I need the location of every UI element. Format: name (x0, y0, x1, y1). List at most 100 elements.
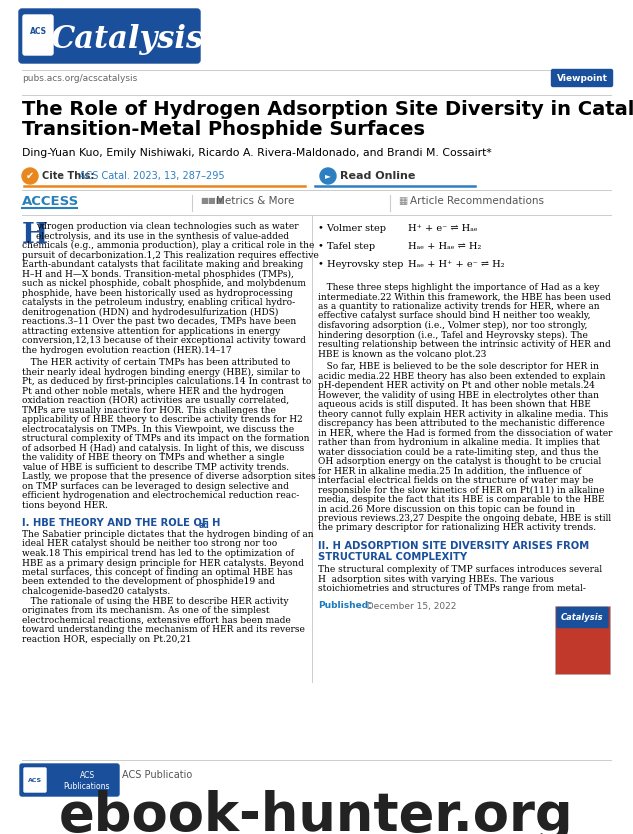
Text: Catalysis: Catalysis (51, 23, 204, 54)
Text: Transition-Metal Phosphide Surfaces: Transition-Metal Phosphide Surfaces (22, 120, 425, 139)
Text: tions beyond HER.: tions beyond HER. (22, 500, 108, 510)
Text: in acid.26 More discussion on this topic can be found in: in acid.26 More discussion on this topic… (318, 505, 575, 514)
Text: However, the validity of using HBE in electrolytes other than: However, the validity of using HBE in el… (318, 390, 599, 399)
Text: Catalysis: Catalysis (561, 613, 604, 622)
Text: for HER in alkaline media.25 In addition, the influence of: for HER in alkaline media.25 In addition… (318, 466, 581, 475)
Text: the hydrogen evolution reaction (HER).14–17: the hydrogen evolution reaction (HER).14… (22, 345, 232, 354)
FancyBboxPatch shape (20, 764, 119, 796)
Text: HBE as a primary design principle for HER catalysts. Beyond: HBE as a primary design principle for HE… (22, 559, 304, 567)
Text: pubs.acs.org/acscatalysis: pubs.acs.org/acscatalysis (22, 74, 137, 83)
Text: The Sabatier principle dictates that the hydrogen binding of an: The Sabatier principle dictates that the… (22, 530, 313, 539)
Text: STRUCTURAL COMPLEXITY: STRUCTURAL COMPLEXITY (318, 552, 467, 562)
Circle shape (22, 168, 38, 184)
Text: TMPs are usually inactive for HOR. This challenges the: TMPs are usually inactive for HOR. This … (22, 405, 276, 414)
Text: pursuit of decarbonization.1,2 This realization requires effective: pursuit of decarbonization.1,2 This real… (22, 250, 319, 259)
Text: effective catalyst surface should bind H neither too weakly,: effective catalyst surface should bind H… (318, 312, 591, 320)
Text: ebook-hunter.org: ebook-hunter.org (60, 790, 573, 834)
Text: efficient hydrogenation and electrochemical reduction reac-: efficient hydrogenation and electrochemi… (22, 491, 299, 500)
Text: Cite This:: Cite This: (42, 171, 94, 181)
Text: OH adsorption energy on the catalyst is thought to be crucial: OH adsorption energy on the catalyst is … (318, 457, 601, 466)
Text: interfacial electrical fields on the structure of water may be: interfacial electrical fields on the str… (318, 476, 594, 485)
Text: such as nickel phosphide, cobalt phosphide, and molybdenum: such as nickel phosphide, cobalt phosphi… (22, 279, 306, 288)
Text: applicability of HBE theory to describe activity trends for H2: applicability of HBE theory to describe … (22, 415, 303, 424)
Text: in HER, where the Had is formed from the dissociation of water: in HER, where the Had is formed from the… (318, 429, 613, 438)
Text: aqueous acids is still disputed. It has been shown that HBE: aqueous acids is still disputed. It has … (318, 400, 591, 409)
Text: ■■■: ■■■ (200, 196, 223, 205)
Text: The HER activity of certain TMPs has been attributed to: The HER activity of certain TMPs has bee… (22, 358, 291, 367)
Text: ►: ► (325, 172, 331, 180)
Text: been extended to the development of phosphide19 and: been extended to the development of phos… (22, 577, 275, 586)
Bar (555, 605, 610, 674)
Text: their nearly ideal hydrogen binding energy (HBE), similar to: their nearly ideal hydrogen binding ener… (22, 368, 301, 377)
Text: acidic media.22 HBE theory has also been extended to explain: acidic media.22 HBE theory has also been… (318, 371, 606, 380)
Text: ACS Catal. 2023, 13, 287–295: ACS Catal. 2023, 13, 287–295 (79, 171, 225, 181)
Text: ▦: ▦ (398, 196, 407, 206)
Text: on TMP surfaces can be leveraged to design selective and: on TMP surfaces can be leveraged to desi… (22, 481, 289, 490)
FancyBboxPatch shape (551, 69, 613, 87)
Text: water dissociation could be a rate-limiting step, and thus the: water dissociation could be a rate-limit… (318, 448, 598, 456)
Text: December 15, 2022: December 15, 2022 (361, 601, 456, 610)
Text: II. H ADSORPTION SITE DIVERSITY ARISES FROM: II. H ADSORPTION SITE DIVERSITY ARISES F… (318, 541, 589, 551)
Text: So far, HBE is believed to be the sole descriptor for HER in: So far, HBE is believed to be the sole d… (318, 362, 599, 371)
Text: Earth-abundant catalysts that facilitate making and breaking: Earth-abundant catalysts that facilitate… (22, 260, 303, 269)
Text: chalcogenide-based20 catalysts.: chalcogenide-based20 catalysts. (22, 587, 170, 596)
Text: electrocatalysis on TMPs. In this Viewpoint, we discuss the: electrocatalysis on TMPs. In this Viewpo… (22, 425, 294, 434)
Text: intermediate.22 Within this framework, the HBE has been used: intermediate.22 Within this framework, t… (318, 293, 611, 302)
Text: The Role of Hydrogen Adsorption Site Diversity in Catalysis on: The Role of Hydrogen Adsorption Site Div… (22, 100, 633, 119)
Text: Metrics & More: Metrics & More (216, 196, 294, 206)
Text: H  adsorption sites with varying HBEs. The various: H adsorption sites with varying HBEs. Th… (318, 575, 554, 584)
Text: electrolysis, and its use in the synthesis of value-added: electrolysis, and its use in the synthes… (36, 232, 289, 240)
Text: These three steps highlight the importance of Had as a key: These three steps highlight the importan… (318, 283, 599, 292)
Text: Published:: Published: (318, 601, 372, 610)
Text: I. HBE THEORY AND THE ROLE OF H: I. HBE THEORY AND THE ROLE OF H (22, 518, 220, 528)
Text: ideal HER catalyst should be neither too strong nor too: ideal HER catalyst should be neither too… (22, 540, 277, 549)
Text: discrepancy has been attributed to the mechanistic difference: discrepancy has been attributed to the m… (318, 419, 605, 428)
Text: H: H (22, 222, 48, 249)
Text: as a quantity to rationalize activity trends for HER, where an: as a quantity to rationalize activity tr… (318, 302, 599, 311)
Text: • Volmer step: • Volmer step (318, 224, 386, 233)
Text: of adsorbed H (Had) and catalysis. In light of this, we discuss: of adsorbed H (Had) and catalysis. In li… (22, 444, 304, 453)
Text: Hₐₑ + H⁺ + e⁻ ⇌ H₂: Hₐₑ + H⁺ + e⁻ ⇌ H₂ (408, 260, 505, 269)
Text: Ding-Yuan Kuo, Emily Nishiwaki, Ricardo A. Rivera-Maldonado, and Brandi M. Cossa: Ding-Yuan Kuo, Emily Nishiwaki, Ricardo … (22, 148, 492, 158)
Text: stoichiometries and structures of TMPs range from metal-: stoichiometries and structures of TMPs r… (318, 584, 586, 593)
Text: ACS: ACS (28, 777, 42, 782)
Text: reaction HOR, especially on Pt.20,21: reaction HOR, especially on Pt.20,21 (22, 635, 192, 644)
FancyBboxPatch shape (19, 9, 200, 63)
Text: chemicals (e.g., ammonia production), play a critical role in the: chemicals (e.g., ammonia production), pl… (22, 241, 315, 250)
Text: Viewpoint: Viewpoint (556, 73, 608, 83)
Text: conversion,12,13 because of their exceptional activity toward: conversion,12,13 because of their except… (22, 336, 306, 345)
Text: media, despite the fact that its HBE is comparable to the HBE: media, despite the fact that its HBE is … (318, 495, 605, 504)
Text: ACS
Publications: ACS Publications (64, 771, 110, 791)
Text: ydrogen production via clean technologies such as water: ydrogen production via clean technologie… (36, 222, 299, 231)
FancyBboxPatch shape (557, 607, 608, 627)
Text: ACS: ACS (30, 27, 46, 36)
Text: denitrogenation (HDN) and hydrodesulfurization (HDS): denitrogenation (HDN) and hydrodesulfuri… (22, 308, 279, 317)
Text: oxidation reaction (HOR) activities are usually correlated,: oxidation reaction (HOR) activities are … (22, 396, 289, 405)
Text: • Heyrovsky step: • Heyrovsky step (318, 260, 403, 269)
Text: metal surfaces, this concept of finding an optimal HBE has: metal surfaces, this concept of finding … (22, 568, 292, 577)
Text: weak.18 This empirical trend has led to the optimization of: weak.18 This empirical trend has led to … (22, 549, 294, 558)
Text: HBE is known as the volcano plot.23: HBE is known as the volcano plot.23 (318, 349, 486, 359)
Text: hindering desorption (i.e., Tafel and Heyrovsky steps). The: hindering desorption (i.e., Tafel and He… (318, 330, 588, 339)
Text: H⁺ + e⁻ ⇌ Hₐₑ: H⁺ + e⁻ ⇌ Hₐₑ (408, 224, 478, 233)
Text: value of HBE is sufficient to describe TMP activity trends.: value of HBE is sufficient to describe T… (22, 463, 289, 471)
Text: Pt, as deduced by first-principles calculations.14 In contrast to: Pt, as deduced by first-principles calcu… (22, 377, 311, 386)
Text: Article Recommendations: Article Recommendations (410, 196, 544, 206)
Text: structural complexity of TMPs and its impact on the formation: structural complexity of TMPs and its im… (22, 434, 310, 443)
Text: Read Online: Read Online (340, 171, 415, 181)
Text: ACS Publicatio: ACS Publicatio (122, 770, 192, 780)
Text: Pt and other noble metals, where HER and the hydrogen: Pt and other noble metals, where HER and… (22, 386, 284, 395)
Text: The structural complexity of TMP surfaces introduces several: The structural complexity of TMP surface… (318, 565, 602, 574)
Text: ad: ad (199, 521, 210, 530)
Text: Hₐₑ + Hₐₑ ⇌ H₂: Hₐₑ + Hₐₑ ⇌ H₂ (408, 242, 481, 251)
Text: The rationale of using the HBE to describe HER activity: The rationale of using the HBE to descri… (22, 596, 289, 605)
Text: phosphide, have been historically used as hydroprocessing: phosphide, have been historically used a… (22, 289, 292, 298)
Text: ACCESS: ACCESS (22, 195, 79, 208)
Text: attracting extensive attention for applications in energy: attracting extensive attention for appli… (22, 326, 280, 335)
Text: catalysts in the petroleum industry, enabling critical hydro-: catalysts in the petroleum industry, ena… (22, 298, 295, 307)
Text: disfavoring adsorption (i.e., Volmer step), nor too strongly,: disfavoring adsorption (i.e., Volmer ste… (318, 321, 587, 330)
FancyBboxPatch shape (24, 768, 46, 792)
Text: • Tafel step: • Tafel step (318, 242, 375, 251)
Text: the primary descriptor for rationalizing HER activity trends.: the primary descriptor for rationalizing… (318, 524, 596, 532)
Text: the validity of HBE theory on TMPs and whether a single: the validity of HBE theory on TMPs and w… (22, 453, 284, 462)
